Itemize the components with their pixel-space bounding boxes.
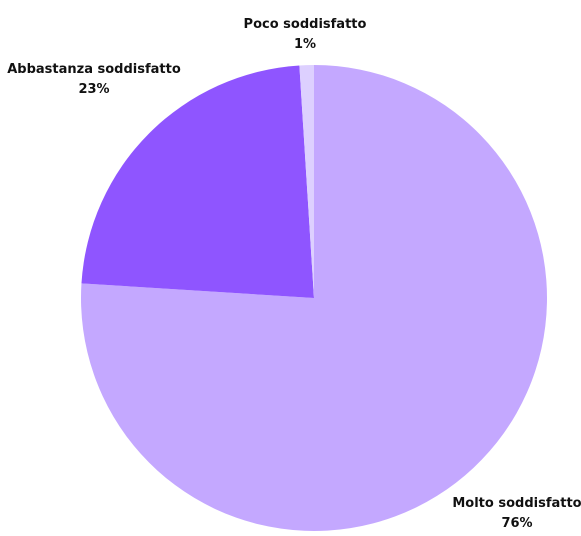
pie-slice-poco-soddisfatto xyxy=(299,65,314,298)
slice-label-poco-soddisfatto: Poco soddisfatto xyxy=(244,17,367,32)
slice-label-abbastanza-soddisfatto: Abbastanza soddisfatto xyxy=(7,62,181,77)
slice-value-label-abbastanza-soddisfatto: 23% xyxy=(78,82,109,97)
pie-slice-molto-soddisfatto xyxy=(81,65,548,532)
pie-slice-abbastanza-soddisfatto xyxy=(81,65,314,298)
slice-value-label-poco-soddisfatto: 1% xyxy=(294,37,316,52)
slice-label-molto-soddisfatto: Molto soddisfatto xyxy=(452,496,581,511)
slice-value-label-molto-soddisfatto: 76% xyxy=(501,516,532,531)
